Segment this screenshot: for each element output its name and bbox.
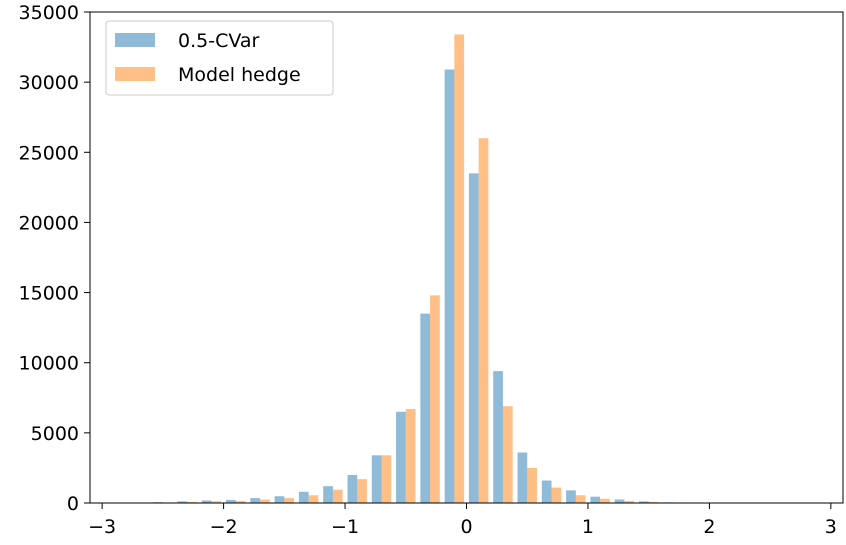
- x-axis: −3 −2 −1 0 1 2 3: [88, 503, 837, 538]
- bar-cvar-6: [274, 496, 285, 503]
- y-tick-label: 5000: [31, 423, 79, 445]
- y-tick-label: 35000: [19, 2, 79, 24]
- bar-model-hedge-16: [527, 467, 537, 503]
- bar-model-hedge-10: [381, 455, 392, 503]
- bar-cvar-9: [347, 474, 358, 503]
- bar-cvar-18: [566, 490, 576, 503]
- x-tick-label: −3: [88, 516, 116, 538]
- bar-cvar-19: [590, 496, 601, 503]
- x-tick-label: 0: [460, 516, 472, 538]
- bar-model-hedge-18: [575, 495, 586, 503]
- x-tick-label: 2: [703, 516, 715, 538]
- bar-model-hedge-15: [502, 406, 513, 503]
- x-tick-label: −1: [331, 516, 359, 538]
- bar-model-hedge-4: [235, 500, 246, 503]
- bar-cvar-12: [420, 313, 431, 503]
- bar-model-hedge-21: [648, 501, 659, 503]
- legend-swatch-cvar: [115, 33, 155, 47]
- y-tick-label: 20000: [19, 212, 79, 234]
- bar-cvar-4: [226, 499, 236, 503]
- bar-model-hedge-12: [430, 295, 440, 503]
- bar-cvar-14: [468, 173, 479, 503]
- legend-label-model-hedge: Model hedge: [178, 64, 301, 86]
- y-tick-label: 30000: [19, 72, 79, 94]
- bars-layer: [128, 34, 805, 504]
- bar-model-hedge-3: [211, 501, 222, 503]
- legend-box: [105, 20, 334, 96]
- legend-label-cvar: 0.5-CVar: [178, 30, 260, 52]
- y-axis: 0 5000 10000 15000 20000 25000 30000 35000: [19, 2, 90, 515]
- x-tick-label: −2: [210, 516, 238, 538]
- bar-model-hedge-8: [332, 489, 343, 503]
- bar-cvar-8: [323, 486, 333, 503]
- bar-model-hedge-9: [357, 479, 367, 503]
- bar-cvar-3: [201, 500, 212, 503]
- y-tick-label: 0: [67, 493, 79, 515]
- bar-cvar-11: [396, 411, 406, 503]
- x-tick-label: 1: [582, 516, 594, 538]
- bar-cvar-16: [517, 452, 528, 503]
- bar-cvar-15: [493, 371, 503, 503]
- x-tick-label: 3: [825, 516, 837, 538]
- bar-cvar-17: [541, 480, 552, 503]
- bar-model-hedge-13: [454, 34, 465, 503]
- bar-cvar-10: [371, 455, 382, 503]
- bar-model-hedge-6: [284, 498, 295, 503]
- bar-cvar-2: [177, 501, 188, 503]
- bar-model-hedge-17: [551, 487, 562, 503]
- bar-model-hedge-20: [624, 500, 635, 503]
- bar-model-hedge-5: [260, 499, 270, 503]
- bar-cvar-21: [638, 501, 649, 503]
- y-tick-label: 10000: [19, 353, 79, 375]
- bar-model-hedge-7: [308, 495, 319, 503]
- bar-cvar-5: [250, 498, 261, 503]
- bar-model-hedge-19: [600, 498, 610, 503]
- legend: 0.5-CVar Model hedge: [105, 20, 334, 96]
- bar-model-hedge-14: [478, 138, 489, 503]
- y-tick-label: 15000: [19, 283, 79, 305]
- bar-model-hedge-2: [187, 501, 197, 503]
- bar-model-hedge-11: [405, 409, 416, 503]
- bar-cvar-7: [298, 491, 309, 503]
- y-tick-label: 25000: [19, 142, 79, 164]
- bar-cvar-13: [444, 69, 455, 504]
- legend-swatch-model-hedge: [115, 67, 155, 81]
- bar-cvar-20: [614, 499, 625, 503]
